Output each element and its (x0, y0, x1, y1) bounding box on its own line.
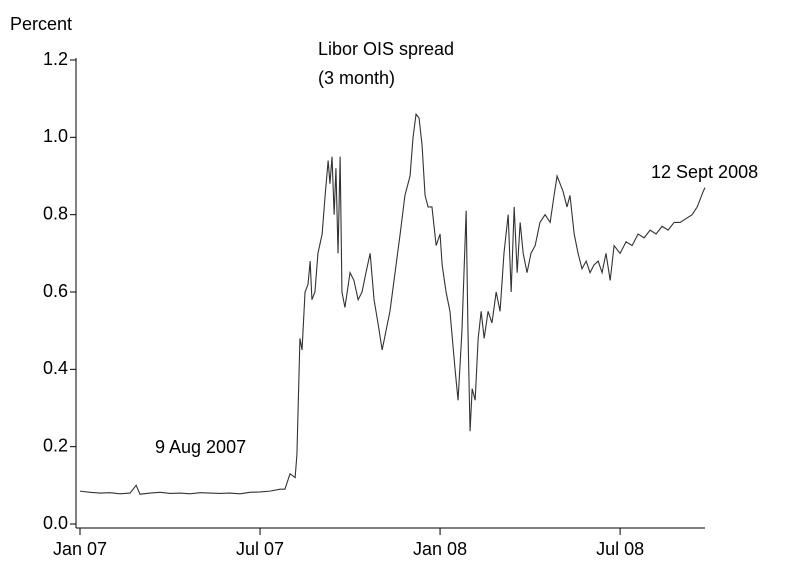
annotation: (3 month) (318, 68, 395, 88)
y-tick-label: 0.4 (43, 358, 68, 378)
y-axis-label: Percent (10, 14, 72, 34)
x-tick-label: Jan 08 (413, 539, 467, 559)
x-tick-label: Jul 08 (596, 539, 644, 559)
x-tick-label: Jul 07 (236, 539, 284, 559)
data-line (79, 112, 706, 495)
y-tick-label: 0.2 (43, 435, 68, 455)
y-tick-label: 0.6 (43, 281, 68, 301)
y-tick-label: 0.0 (43, 513, 68, 533)
annotation: 9 Aug 2007 (155, 437, 246, 457)
y-tick-label: 1.2 (43, 49, 68, 69)
x-tick-label: Jan 07 (53, 539, 107, 559)
annotation: 12 Sept 2008 (651, 162, 758, 182)
annotation: Libor OIS spread (318, 39, 454, 59)
y-tick-label: 0.8 (43, 203, 68, 223)
y-tick-label: 1.0 (43, 126, 68, 146)
